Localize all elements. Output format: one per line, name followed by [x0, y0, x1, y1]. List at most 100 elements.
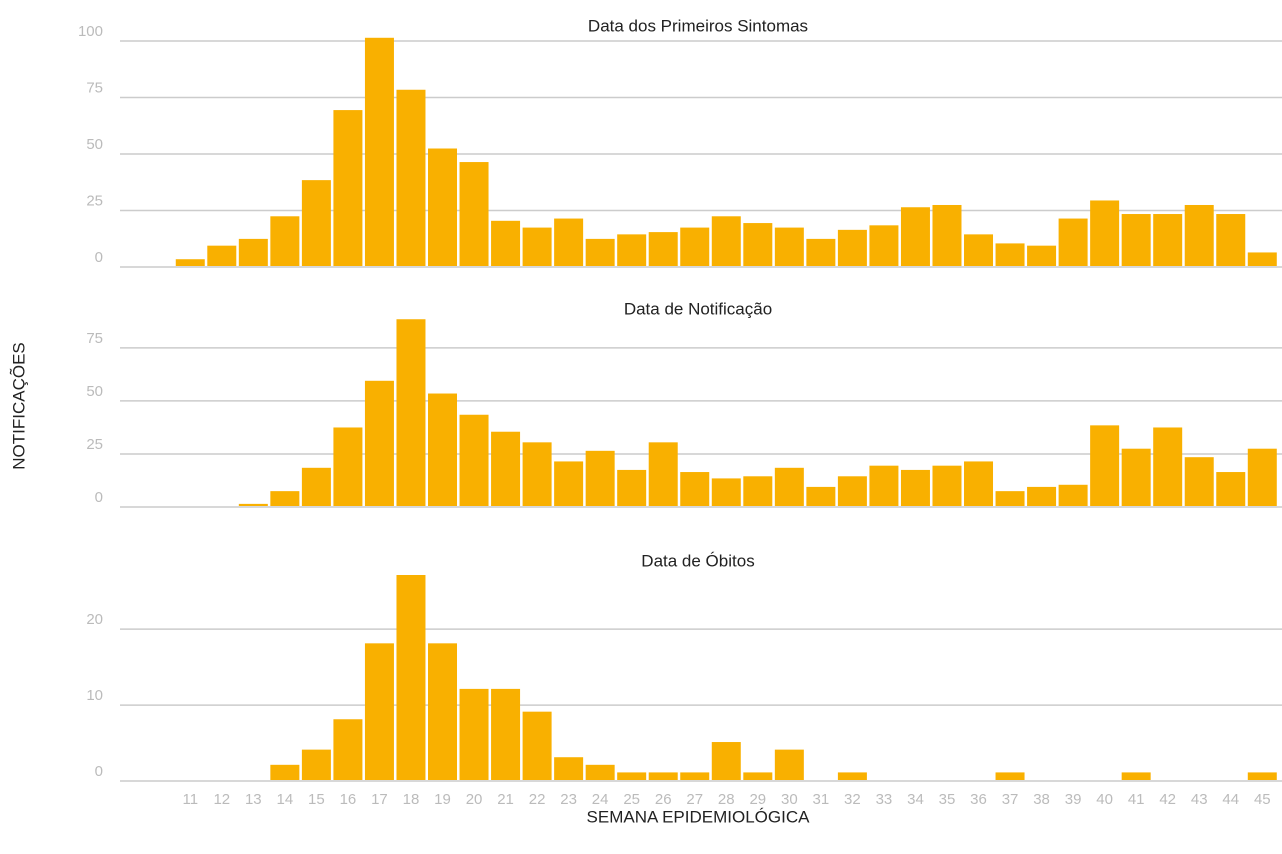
x-tick-label: 11 — [182, 791, 198, 808]
x-tick-label: 33 — [876, 791, 893, 808]
y-tick-label: 10 — [86, 687, 103, 704]
bar — [554, 461, 584, 506]
bar — [617, 772, 647, 780]
bar — [459, 688, 489, 780]
chart-title: Data de Notificação — [624, 299, 772, 318]
bar — [491, 220, 521, 266]
y-tick-label: 75 — [86, 79, 103, 96]
bar — [364, 37, 394, 267]
bar — [270, 491, 300, 506]
x-tick-label: 21 — [497, 791, 514, 808]
bar — [774, 749, 804, 780]
bar — [585, 450, 615, 506]
bar — [837, 229, 867, 266]
bar — [774, 227, 804, 266]
x-tick-label: 20 — [466, 791, 483, 808]
x-tick-label: 22 — [529, 791, 546, 808]
x-tick-label: 40 — [1096, 791, 1113, 808]
bar — [995, 491, 1025, 506]
x-tick-label: 37 — [1002, 791, 1019, 808]
bar — [1184, 457, 1214, 506]
bar — [207, 245, 237, 266]
bar — [743, 476, 773, 506]
x-axis-label: SEMANA EPIDEMIOLÓGICA — [587, 807, 811, 826]
bar — [900, 207, 930, 266]
x-tick-label: 45 — [1254, 791, 1271, 808]
x-tick-label: 23 — [560, 791, 577, 808]
x-tick-label: 42 — [1159, 791, 1176, 808]
bar — [932, 465, 962, 506]
bar — [1121, 214, 1151, 266]
y-tick-label: 20 — [86, 611, 103, 628]
bar — [932, 204, 962, 266]
bar — [806, 486, 836, 506]
x-tick-label: 17 — [371, 791, 388, 808]
bar — [1090, 200, 1120, 266]
bar — [1027, 245, 1057, 266]
y-axis-label: NOTIFICAÇÕES — [9, 342, 28, 470]
y-tick-label: 25 — [86, 192, 103, 209]
bar — [333, 427, 363, 506]
bar — [428, 643, 458, 780]
x-tick-label: 16 — [340, 791, 357, 808]
bar — [554, 757, 584, 780]
bar — [301, 749, 331, 780]
x-tick-label: 30 — [781, 791, 798, 808]
bar — [774, 467, 804, 506]
bar — [617, 234, 647, 266]
bar — [806, 238, 836, 266]
x-tick-label: 27 — [686, 791, 703, 808]
y-tick-label: 75 — [86, 330, 103, 347]
bar — [301, 180, 331, 266]
x-tick-label: 14 — [277, 791, 294, 808]
bar — [711, 478, 741, 506]
x-tick-label: 35 — [939, 791, 956, 808]
bar — [648, 772, 678, 780]
x-tick-label: 19 — [434, 791, 451, 808]
bar — [364, 643, 394, 780]
x-tick-label: 26 — [655, 791, 672, 808]
chart-title: Data de Óbitos — [641, 551, 754, 570]
x-tick-label: 31 — [813, 791, 830, 808]
bar — [1058, 484, 1088, 506]
bar — [459, 414, 489, 506]
bar — [1216, 472, 1246, 506]
bar — [869, 465, 899, 506]
x-tick-label: 28 — [718, 791, 735, 808]
x-tick-label: 41 — [1128, 791, 1145, 808]
bar — [301, 467, 331, 506]
bar — [1058, 218, 1088, 266]
bar — [175, 259, 205, 266]
bar — [491, 688, 521, 780]
bar — [333, 110, 363, 266]
bar — [554, 218, 584, 266]
x-tick-label: 13 — [245, 791, 262, 808]
bar — [900, 469, 930, 506]
x-tick-label: 32 — [844, 791, 861, 808]
bar — [1121, 772, 1151, 780]
bar — [428, 393, 458, 506]
bar — [522, 442, 552, 506]
bar — [270, 764, 300, 780]
bar — [964, 234, 994, 266]
y-tick-label: 50 — [86, 136, 103, 153]
bar — [648, 442, 678, 506]
x-tick-label: 18 — [403, 791, 420, 808]
bar — [364, 380, 394, 506]
x-tick-label: 15 — [308, 791, 325, 808]
y-tick-label: 0 — [95, 249, 103, 266]
bar — [396, 575, 426, 780]
bar — [585, 238, 615, 266]
bar — [995, 772, 1025, 780]
bar — [837, 476, 867, 506]
bar — [585, 764, 615, 780]
bar — [1184, 204, 1214, 266]
bar — [1153, 427, 1183, 506]
bar — [648, 232, 678, 266]
y-tick-label: 0 — [95, 763, 103, 780]
bar — [743, 772, 773, 780]
x-tick-label: 44 — [1222, 791, 1239, 808]
bar — [428, 148, 458, 266]
bar — [711, 742, 741, 780]
